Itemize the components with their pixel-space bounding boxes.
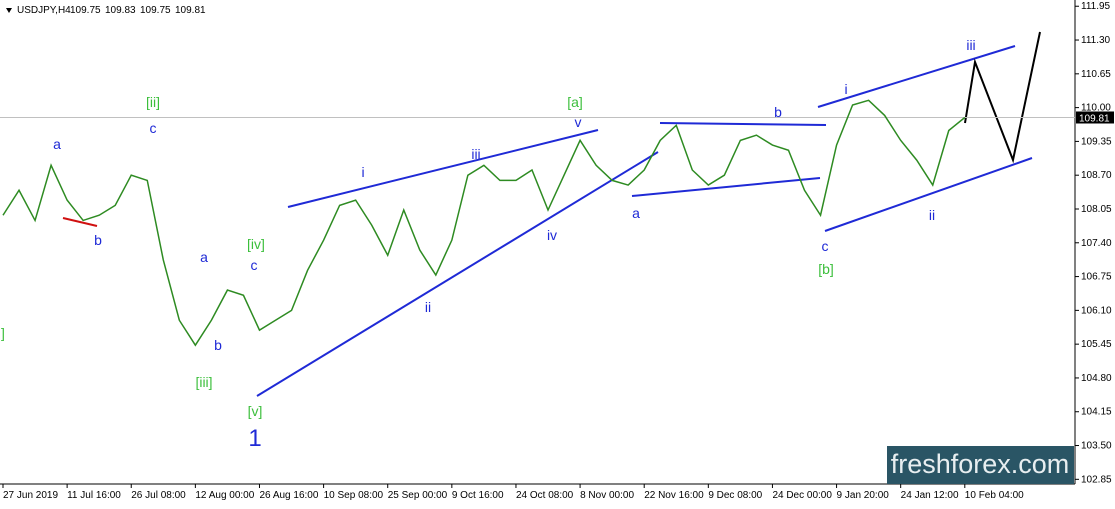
x-tick-label: 26 Aug 16:00 (259, 490, 318, 501)
price-line (2, 99, 966, 347)
trend-line (256, 151, 659, 397)
x-tick-label: 8 Nov 00:00 (580, 490, 634, 501)
y-tick-label: 104.80 (1081, 373, 1112, 384)
wave-label: v (575, 114, 582, 130)
y-tick-label: 104.15 (1081, 407, 1112, 418)
wave-label: [iii] (195, 374, 212, 390)
y-tick-label: 103.50 (1081, 441, 1112, 452)
y-tick-label: 106.10 (1081, 305, 1112, 316)
trend-line (287, 129, 599, 208)
trend-line (659, 122, 827, 126)
y-tick-label: 111.95 (1081, 1, 1111, 12)
wave-label: [a] (567, 94, 583, 110)
wave-label: a (200, 249, 208, 265)
last-price-box (1076, 111, 1114, 124)
y-tick-label: 106.75 (1081, 272, 1112, 283)
watermark: freshforex.com (891, 449, 1070, 479)
wave-label: ] (1, 325, 5, 341)
x-tick-label: 10 Feb 04:00 (965, 490, 1024, 501)
symbol: USDJPY,H4 (17, 5, 71, 16)
wave-label: iv (547, 227, 557, 243)
x-tick-label: 24 Dec 00:00 (772, 490, 832, 501)
y-tick-label: 102.85 (1081, 474, 1112, 485)
ohlc-values: 109.75 109.83 109.75 109.81 (70, 5, 206, 16)
y-tick-label: 109.35 (1081, 136, 1112, 147)
ohlc-value: 109.75 (70, 5, 101, 16)
ohlc-value: 109.75 (140, 5, 171, 16)
y-tick-label: 107.40 (1081, 238, 1112, 249)
x-tick-label: 25 Sep 00:00 (388, 490, 448, 501)
x-tick-label: 24 Jan 12:00 (901, 490, 959, 501)
projection (964, 31, 1041, 164)
wave-label: i (361, 164, 364, 180)
x-tick-label: 22 Nov 16:00 (644, 490, 704, 501)
wave-label: c (251, 257, 258, 273)
trend-line (631, 177, 821, 197)
trend-line (62, 217, 98, 227)
y-tick-label: 111.30 (1081, 35, 1111, 46)
wave-label: [b] (818, 261, 834, 277)
wave-label: [iv] (247, 236, 265, 252)
wave-label: 1 (248, 425, 261, 452)
x-tick-label: 9 Oct 16:00 (452, 490, 504, 501)
wave-label: iii (471, 146, 480, 162)
ohlc-value: 109.83 (105, 5, 136, 16)
x-tick-label: 10 Sep 08:00 (324, 490, 384, 501)
wave-label: i (844, 81, 847, 97)
y-tick-label: 110.65 (1081, 69, 1111, 80)
x-tick-label: 24 Oct 08:00 (516, 490, 574, 501)
y-tick-label: 108.70 (1081, 170, 1112, 181)
wave-label: [ii] (146, 94, 160, 110)
x-tick-label: 9 Jan 20:00 (837, 490, 890, 501)
x-tick-label: 26 Jul 08:00 (131, 490, 186, 501)
wave-label: a (632, 205, 640, 221)
wave-label: [v] (248, 403, 263, 419)
wave-label: c (150, 120, 157, 136)
x-tick-label: 9 Dec 08:00 (708, 490, 762, 501)
wave-label: b (94, 232, 102, 248)
y-tick-label: 110.00 (1081, 103, 1111, 114)
trend-line (817, 45, 1016, 108)
wave-label: iii (966, 37, 975, 53)
wave-label: b (774, 104, 782, 120)
last-price-label: 109.81 (1079, 113, 1110, 124)
wave-label: ii (425, 299, 431, 315)
menu-arrow (6, 8, 12, 13)
wave-label: a (53, 136, 61, 152)
y-tick-label: 105.45 (1081, 339, 1112, 350)
y-tick-label: 108.05 (1081, 204, 1112, 215)
wave-label: ii (929, 207, 935, 223)
ohlc-value: 109.81 (175, 5, 206, 16)
x-tick-label: 11 Jul 16:00 (67, 490, 121, 501)
wave-label: b (214, 337, 222, 353)
trend-line (824, 157, 1033, 232)
wave-label: c (822, 238, 829, 254)
x-tick-label: 27 Jun 2019 (3, 490, 58, 501)
x-tick-label: 12 Aug 00:00 (195, 490, 254, 501)
watermark-box (887, 446, 1074, 484)
